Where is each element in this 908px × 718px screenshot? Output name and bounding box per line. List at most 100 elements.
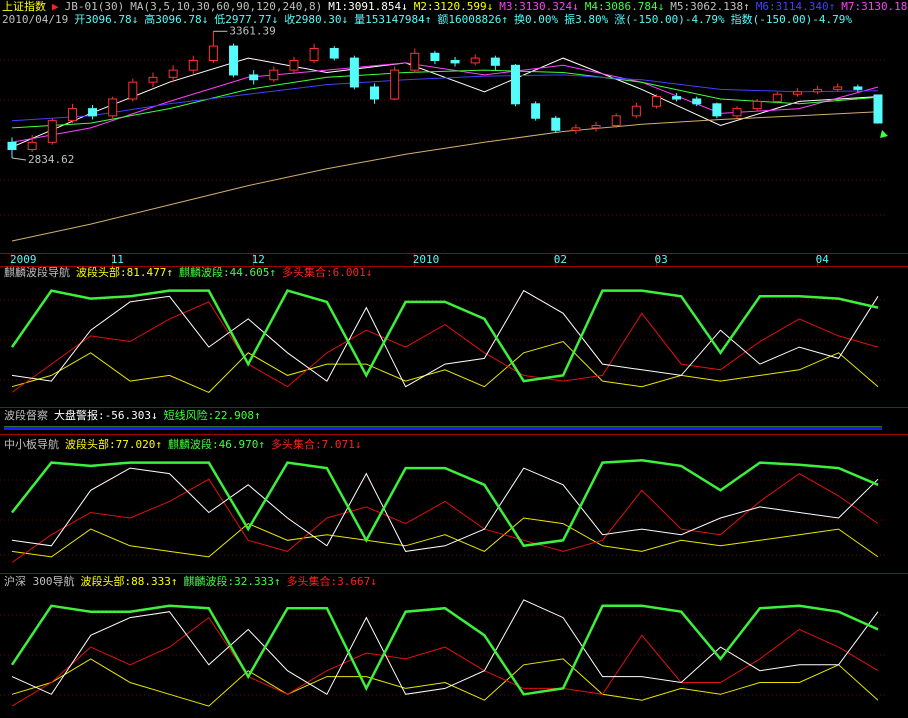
indicator-line [11, 599, 879, 696]
ma-line [11, 57, 879, 148]
header-label: 指数(-150.00)-4.79% [731, 12, 853, 26]
extreme-pointer [11, 157, 27, 161]
candle-body [692, 98, 702, 105]
candle-body [7, 141, 17, 151]
candle-body [551, 117, 561, 131]
header-label: M5:3062.138↑ [670, 0, 749, 13]
header-label: 上证指数 [2, 0, 46, 13]
header-label: 振3.80% [564, 12, 608, 26]
candle-body [148, 76, 158, 83]
candle-body [128, 81, 138, 100]
header-label: 中小板导航 [4, 437, 59, 451]
header-label: JB-01(30) [65, 0, 125, 13]
header-label: 涨(-150.00)-4.79% [614, 13, 725, 26]
candle-body [732, 108, 742, 117]
header-label: 换0.00% [514, 12, 558, 26]
candle-body [470, 57, 480, 64]
indicator-line [11, 616, 879, 707]
header-label: 沪深 300导航 [4, 574, 75, 588]
candle-body [772, 93, 782, 102]
candle-body [591, 124, 601, 129]
date-label: 03 [654, 253, 667, 266]
candle-body [430, 52, 440, 61]
header-label: M4:3086.784↓ [585, 0, 664, 13]
header-label: 多头集合:7.071↓ [271, 437, 361, 451]
candle-body [873, 94, 883, 124]
candle-body [792, 91, 802, 95]
candle-body [672, 96, 682, 100]
ma-line [11, 69, 879, 129]
header-label: 低2977.77↓ [214, 13, 278, 26]
candle-body [510, 64, 520, 105]
candle-body [208, 45, 218, 61]
header-label: 波段头部:81.477↑ [76, 265, 173, 279]
date-label: 2010 [413, 253, 440, 266]
indicator-line [11, 658, 879, 707]
date-label: 02 [554, 253, 567, 266]
header-label: MA(3,5,10,30,60,90,120,240,8) [130, 0, 322, 13]
date-label: 04 [816, 253, 830, 266]
header-label: 多头集合:3.667↓ [286, 574, 376, 588]
header-label: ▶ [52, 0, 59, 13]
ma-line [11, 74, 879, 122]
candle-body [27, 141, 37, 151]
candle-body [490, 57, 500, 66]
indicator-line [10, 604, 879, 696]
candle-body [67, 108, 77, 122]
candle-body [370, 86, 380, 100]
candle-body [410, 52, 420, 71]
indicator-line [11, 289, 879, 388]
candle-body [571, 127, 581, 131]
date-label: 11 [111, 253, 124, 266]
candle-body [249, 74, 259, 81]
header-label: 波段督察 [4, 408, 48, 422]
candle-body [88, 108, 98, 117]
candle-body [289, 60, 299, 71]
candle-body [712, 103, 722, 117]
indicator-line [11, 340, 879, 393]
candle-body [651, 96, 661, 107]
indicator-line [11, 517, 879, 558]
candle-body [631, 105, 641, 117]
header-label: 开3096.78↓ [74, 13, 138, 26]
header-label: 收2980.30↓ [284, 12, 348, 26]
indicator-line [11, 459, 879, 548]
indicator-line [11, 473, 879, 563]
indicator-line [11, 467, 879, 552]
candle-body [611, 115, 621, 126]
header-label: M3:3130.324↓ [499, 0, 578, 13]
candle-body [853, 86, 863, 90]
candle-body [813, 88, 823, 93]
header-label: 多头集合:6.001↓ [282, 265, 372, 279]
header-label: 波段头部:77.020↑ [65, 437, 162, 451]
candle-body [450, 60, 460, 64]
indicator-line [11, 301, 879, 393]
header-label: 大盘警报:-56.303↓ [54, 408, 158, 422]
date-label: 2009 [10, 253, 37, 266]
header-label: 高3096.78↓ [144, 12, 208, 26]
candle-body [390, 69, 400, 100]
header-label: 麒麟波段:32.333↑ [183, 574, 280, 588]
alert-strip [4, 426, 882, 430]
candle-body [349, 57, 359, 88]
candle-body [168, 69, 178, 78]
candle-body [108, 98, 118, 117]
candle-body [833, 86, 843, 90]
header-label: 额16008826↑ [437, 13, 508, 26]
extreme-label: 2834.62 [28, 153, 74, 166]
candle-body [47, 120, 57, 143]
ma-line [11, 111, 879, 242]
candle-body [269, 69, 279, 81]
candle-body [229, 45, 239, 76]
header-label: 2010/04/19 [2, 13, 68, 26]
header-label: 短线风险:22.908↑ [164, 408, 261, 422]
candle-body [531, 103, 541, 119]
header-label: 麒麟波段:46.970↑ [168, 437, 265, 451]
cursor-arrow [880, 130, 888, 138]
candle-body [329, 47, 339, 59]
date-label: 12 [252, 253, 265, 266]
header-label: M2:3120.599↓ [414, 0, 493, 13]
